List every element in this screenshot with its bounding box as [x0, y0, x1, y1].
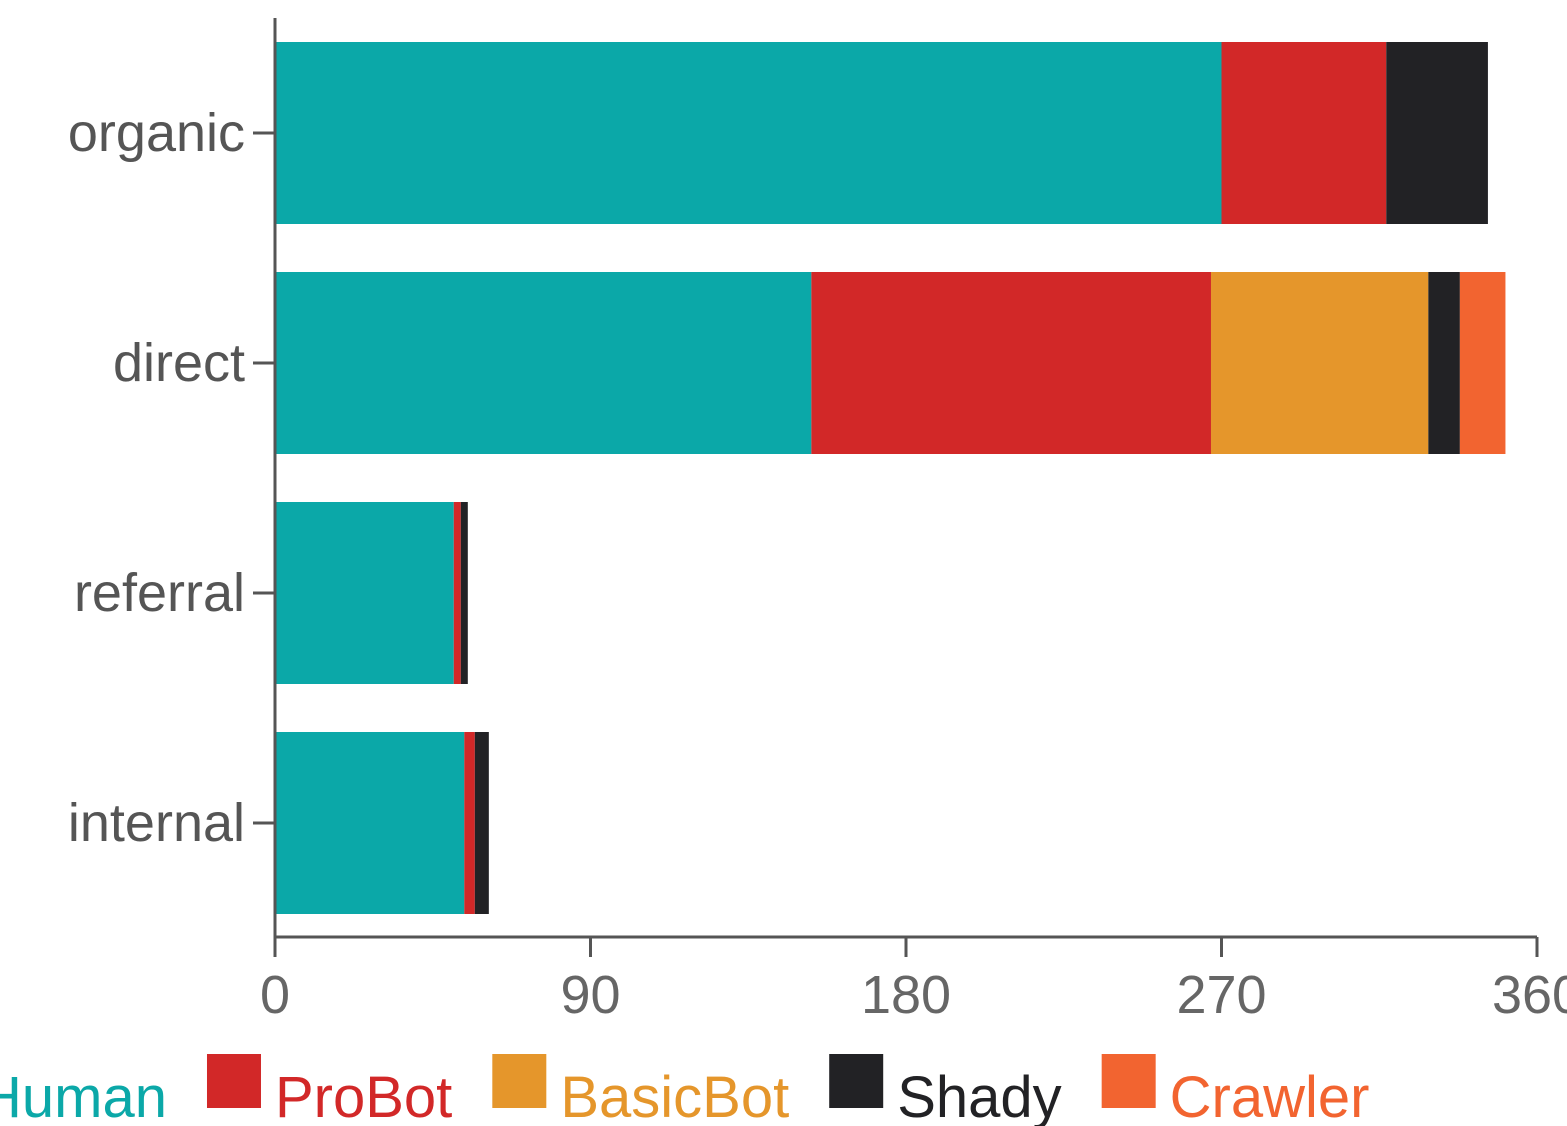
legend-item-crawler: Crawler: [1101, 1054, 1370, 1126]
legend-label-human: Human: [0, 1065, 167, 1126]
y-tick-label-direct: direct: [113, 333, 245, 393]
x-tick-label-270: 270: [1176, 965, 1266, 1025]
y-tick-label-organic: organic: [68, 103, 245, 163]
bar-internal-probot: [464, 732, 475, 914]
bar-direct-probot: [811, 272, 1211, 454]
legend-swatch-basicbot: [492, 1054, 547, 1108]
legend-label-probot: ProBot: [275, 1065, 452, 1126]
bars-layer: [275, 42, 1506, 914]
legend-item-probot: ProBot: [206, 1054, 452, 1126]
bar-direct-human: [275, 272, 812, 454]
legend-swatch-shady: [829, 1054, 884, 1108]
legend-label-shady: Shady: [897, 1065, 1061, 1126]
bar-referral-human: [275, 502, 454, 684]
x-tick-label-0: 0: [260, 965, 290, 1025]
legend-swatch-probot: [206, 1054, 261, 1108]
bar-internal-human: [275, 732, 465, 914]
legend-item-shady: Shady: [829, 1054, 1062, 1126]
bar-referral-shady: [460, 502, 468, 684]
bar-organic-shady: [1386, 42, 1488, 224]
x-tick-label-360: 360: [1492, 965, 1567, 1025]
x-tick-label-180: 180: [861, 965, 951, 1025]
bar-direct-crawler: [1459, 272, 1506, 454]
axes-layer: organic direct referral internal 0 90 180 270 36…: [68, 18, 1567, 1025]
bar-direct-basicbot: [1210, 272, 1429, 454]
legend-label-basicbot: BasicBot: [560, 1065, 789, 1126]
bar-organic-probot: [1221, 42, 1387, 224]
bar-direct-shady: [1428, 272, 1460, 454]
legend: Human ProBot BasicBot Shady Crawler: [0, 1054, 1369, 1126]
legend-label-crawler: Crawler: [1170, 1065, 1370, 1126]
bar-internal-shady: [474, 732, 489, 914]
bar-referral-probot: [453, 502, 461, 684]
x-tick-label-90: 90: [560, 965, 620, 1025]
legend-item-human: Human: [0, 1065, 167, 1126]
legend-item-basicbot: BasicBot: [492, 1054, 789, 1126]
y-tick-label-internal: internal: [68, 793, 245, 853]
bar-organic-human: [275, 42, 1222, 224]
y-tick-label-referral: referral: [74, 563, 245, 623]
legend-swatch-crawler: [1101, 1054, 1156, 1108]
